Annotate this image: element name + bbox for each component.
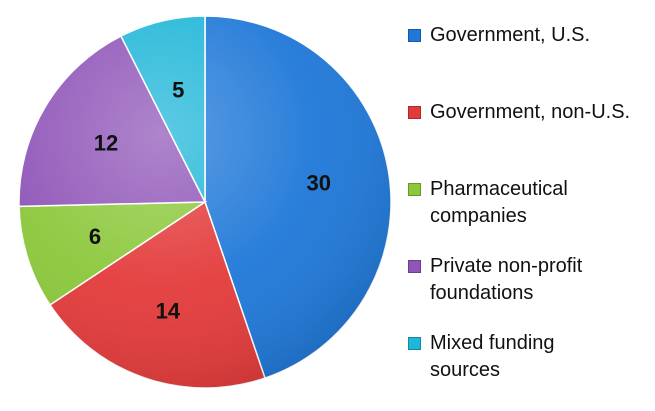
data-label: 12 bbox=[94, 130, 118, 155]
legend-swatch bbox=[408, 183, 421, 196]
data-label: 6 bbox=[89, 224, 101, 249]
legend-item-private-non-profit-foundations: Private non-profit foundations bbox=[408, 253, 620, 307]
legend-swatch bbox=[408, 260, 421, 273]
legend-label: Government, non-U.S. bbox=[430, 101, 631, 123]
legend-item-mixed-funding-sources: Mixed funding sources bbox=[408, 330, 590, 384]
data-label: 14 bbox=[156, 299, 181, 324]
legend-swatch bbox=[408, 106, 421, 119]
legend-item-government-non-us: Government, non-U.S. bbox=[408, 99, 650, 126]
legend-label: Mixed funding sources bbox=[430, 332, 555, 381]
legend-swatch bbox=[408, 29, 421, 42]
legend-label: Pharmaceutical companies bbox=[430, 178, 568, 227]
legend-swatch bbox=[408, 337, 421, 350]
data-label: 5 bbox=[172, 77, 184, 102]
legend-label: Government, U.S. bbox=[430, 24, 591, 46]
legend-item-pharmaceutical-companies: Pharmaceutical companies bbox=[408, 176, 568, 230]
data-label: 30 bbox=[307, 171, 331, 196]
legend-item-government-us: Government, U.S. bbox=[408, 22, 650, 49]
legend-label: Private non-profit foundations bbox=[430, 255, 583, 304]
